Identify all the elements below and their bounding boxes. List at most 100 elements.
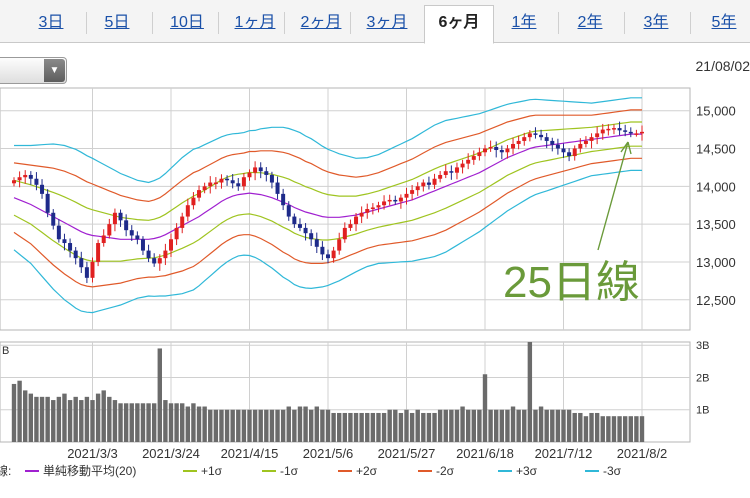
candle-body — [359, 212, 364, 217]
candle-body — [253, 167, 258, 173]
volume-bar — [241, 409, 247, 442]
volume-bar — [11, 383, 17, 442]
candle-body — [443, 171, 448, 175]
candle-body — [539, 134, 544, 138]
candle-body — [331, 250, 336, 259]
candle-body — [628, 131, 633, 134]
candle-body — [275, 182, 280, 194]
candle-body — [286, 205, 291, 217]
volume-bar — [337, 412, 342, 442]
volume-bar — [101, 390, 106, 442]
volume-bar — [471, 409, 476, 442]
candle-body — [640, 131, 644, 134]
candle-body — [157, 258, 162, 264]
volume-bar — [359, 412, 364, 442]
volume-bar — [628, 416, 633, 442]
tab-8[interactable]: 2年 — [577, 14, 603, 31]
candle-body — [499, 150, 504, 153]
volume-bar — [118, 403, 123, 442]
candle-body — [348, 224, 353, 228]
tab-10[interactable]: 5年 — [711, 14, 737, 31]
volume-bar — [527, 342, 533, 442]
tab-3[interactable]: 1ヶ月 — [234, 14, 276, 31]
candle-body — [477, 152, 482, 157]
volume-bar — [538, 406, 544, 442]
candle-body — [68, 243, 73, 251]
volume-bar — [387, 409, 392, 442]
volume-bar — [460, 406, 465, 442]
candle-body — [544, 137, 549, 141]
tab-9[interactable]: 3年 — [643, 14, 669, 31]
candle-body — [101, 235, 106, 244]
candle-body — [236, 183, 241, 187]
volume-bar — [17, 380, 22, 442]
candle-body — [505, 148, 510, 153]
candle-body — [118, 212, 123, 221]
volume-bar — [426, 412, 432, 442]
candle-body — [309, 233, 314, 240]
candle-body — [152, 258, 157, 264]
tab-5[interactable]: 3ヶ月 — [366, 14, 408, 31]
candle-body — [606, 128, 611, 131]
candle-body — [208, 182, 213, 187]
candle-body — [169, 239, 173, 251]
x-tick-label: 2021/3/3 — [67, 446, 118, 461]
tab-7[interactable]: 1年 — [511, 14, 537, 31]
candle-body — [572, 148, 577, 157]
volume-bar — [236, 409, 241, 442]
volume-bar — [634, 416, 639, 442]
volume-bar — [45, 396, 50, 442]
tab-separator — [218, 12, 219, 34]
tab-0[interactable]: 3日 — [38, 14, 64, 31]
tab-6[interactable]: 6ヶ月 — [424, 5, 494, 44]
volume-bar — [28, 393, 34, 442]
volume-bar — [275, 409, 280, 442]
tab-2[interactable]: 10日 — [170, 14, 204, 31]
volume-bar — [325, 409, 331, 442]
volume-bar — [622, 416, 628, 442]
indicator-dropdown[interactable]: ▼ — [0, 57, 67, 84]
candle-body — [135, 235, 140, 240]
candle-body — [258, 167, 263, 172]
volume-bar — [606, 416, 611, 442]
candle-body — [230, 180, 235, 184]
volume-bar — [505, 409, 510, 442]
candle-body — [124, 220, 129, 231]
candle-body — [17, 177, 22, 181]
volume-bar — [522, 409, 527, 442]
tab-separator — [152, 12, 153, 34]
volume-bar — [437, 409, 443, 442]
x-tick-label: 2021/8/2 — [617, 446, 668, 461]
candle-body — [583, 140, 588, 144]
volume-bar — [135, 403, 140, 442]
volume-bar — [510, 406, 516, 442]
candle-body — [471, 156, 476, 160]
volume-bar — [449, 409, 454, 442]
legend-label: 単純移動平均(20) — [43, 464, 136, 478]
tab-4[interactable]: 2ヶ月 — [300, 14, 342, 31]
volume-bar — [516, 409, 521, 442]
volume-bar — [247, 409, 252, 442]
candle-body — [174, 227, 179, 240]
annotation-arrow — [597, 141, 629, 251]
candle-body — [454, 167, 459, 173]
volume-bar — [348, 412, 353, 442]
plus-3-sigma-line — [14, 97, 642, 184]
candle-body — [561, 148, 566, 153]
candle-body — [488, 146, 493, 149]
volume-bar — [95, 393, 101, 442]
candle-body — [45, 193, 50, 213]
candle-body — [634, 133, 639, 135]
volume-bar — [331, 412, 336, 442]
candle-body — [23, 174, 28, 178]
volume-bar — [157, 348, 162, 442]
candle-body — [398, 197, 403, 202]
price-tick-label: 14,000 — [696, 179, 736, 194]
volume-bar — [23, 390, 28, 442]
volume-bar — [589, 412, 594, 442]
candle-body — [527, 133, 532, 138]
candle-body — [511, 143, 516, 149]
chevron-down-icon[interactable]: ▼ — [44, 59, 65, 82]
tab-1[interactable]: 5日 — [104, 14, 130, 31]
